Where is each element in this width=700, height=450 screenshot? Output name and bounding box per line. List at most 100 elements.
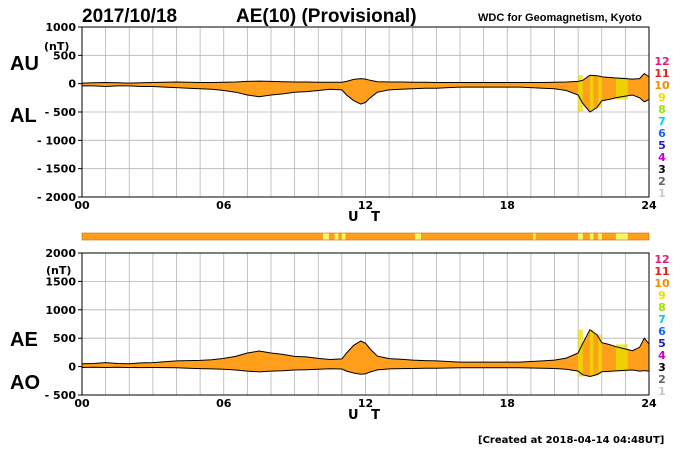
y-tick-label: - 2000 (37, 191, 76, 204)
legend-level-2: 2 (658, 373, 666, 386)
y-tick-label: - 500 (45, 389, 77, 402)
series-line-au (81, 72, 650, 84)
ae-ao-unit: (nT) (46, 264, 71, 277)
strip-segment (582, 233, 590, 240)
legend-level-7: 7 (658, 313, 666, 326)
strip-segment (334, 233, 339, 240)
legend-level-5: 5 (658, 337, 666, 350)
highlight-band (578, 329, 583, 377)
x-tick-label: 06 (216, 397, 232, 410)
strip-segment (578, 233, 583, 240)
x-tick-label: 12 (358, 199, 373, 212)
strip-segment (593, 233, 599, 240)
y-tick-label: 1000 (45, 21, 76, 34)
y-tick-label: 2000 (45, 247, 76, 260)
highlight-band (615, 77, 628, 100)
legend-level-3: 3 (658, 163, 666, 176)
area-fill (82, 73, 649, 112)
strip-segment (341, 233, 346, 240)
x-tick-label: 24 (641, 199, 657, 212)
legend-level-12: 12 (654, 253, 669, 266)
ae-label: AE (10, 329, 38, 351)
series-line-ae (81, 328, 650, 365)
legend-level-9: 9 (658, 91, 666, 104)
y-tick-label: - 1000 (37, 134, 76, 147)
legend-level-2: 2 (658, 175, 666, 188)
strip-segment (615, 233, 628, 240)
highlight-band (578, 75, 583, 112)
strip-segment (415, 233, 422, 240)
legend-level-7: 7 (658, 115, 666, 128)
x-tick-label: 00 (74, 199, 90, 212)
legend-level-8: 8 (658, 103, 666, 116)
au-al-area (81, 72, 650, 113)
highlight-band (589, 329, 594, 377)
strip-segment (627, 233, 649, 240)
series-line-ao (81, 366, 650, 378)
legend-level-8: 8 (658, 301, 666, 314)
strip-segment (328, 233, 335, 240)
legend-level-4: 4 (658, 151, 666, 164)
ao-label: AO (10, 372, 40, 394)
x-tick-label: 18 (500, 199, 515, 212)
ae-ao-x-ticks: 00 06 12 18 24 (74, 397, 657, 410)
legend-level-1: 1 (658, 187, 666, 200)
au-al-x-ticks: 00 06 12 18 24 (74, 199, 657, 212)
legend-level-4: 4 (658, 349, 666, 362)
area-fill (82, 329, 649, 377)
x-tick-label: 00 (74, 397, 90, 410)
highlight-band (598, 334, 602, 375)
x-tick-label: 24 (641, 397, 657, 410)
strip-segment (589, 233, 594, 240)
highlight-band (589, 75, 594, 112)
series-line-al (82, 85, 650, 113)
au-al-grid (82, 27, 649, 197)
au-al-x-axis-label: U T (348, 210, 384, 225)
au-label: AU (10, 53, 39, 75)
highlight-band (598, 75, 602, 108)
strip-segment (533, 233, 536, 240)
ae-ao-y-ticks: 2000 1500 1000 500 0 - 500 (45, 247, 82, 402)
legend-level-11: 11 (654, 67, 669, 80)
y-tick-label: - 500 (45, 106, 77, 119)
au-al-unit: (nT) (44, 40, 69, 53)
x-tick-label: 12 (358, 397, 373, 410)
strip-segment (345, 233, 416, 240)
legend-level-1: 1 (658, 385, 666, 398)
strip-segment (338, 233, 342, 240)
legend-level-9: 9 (658, 289, 666, 302)
strip-segment (82, 233, 323, 240)
source-label: WDC for Geomagnetism, Kyoto (478, 12, 642, 24)
strip-segment (421, 233, 534, 240)
y-tick-label: 1000 (45, 304, 76, 317)
created-timestamp: [Created at 2018-04-14 04:48UT] (478, 435, 664, 446)
strip-segment (598, 233, 602, 240)
legend-level-10: 10 (654, 79, 670, 92)
legend-level-5: 5 (658, 139, 666, 152)
y-tick-label: 1500 (45, 275, 76, 288)
legend-level-6: 6 (658, 325, 666, 338)
ae-ao-area (81, 328, 650, 378)
strip-border (81, 232, 650, 241)
x-tick-label: 06 (216, 199, 232, 212)
legend-level-10: 10 (654, 277, 670, 290)
y-tick-label: 500 (53, 49, 76, 62)
legend-level-11: 11 (654, 265, 669, 278)
legend-level-3: 3 (658, 361, 666, 374)
y-tick-label: 0 (68, 78, 76, 91)
highlight-band (615, 344, 628, 372)
x-tick-label: 18 (500, 397, 515, 410)
y-tick-label: 500 (53, 332, 76, 345)
y-tick-label: - 1500 (37, 163, 76, 176)
date-title: 2017/10/18 (82, 6, 177, 27)
strip-segment (322, 233, 329, 240)
ae-ao-x-axis-label: U T (348, 408, 384, 423)
y-tick-label: 0 (68, 361, 76, 374)
strip-segment (601, 233, 616, 240)
ae-ao-frame (81, 252, 650, 396)
